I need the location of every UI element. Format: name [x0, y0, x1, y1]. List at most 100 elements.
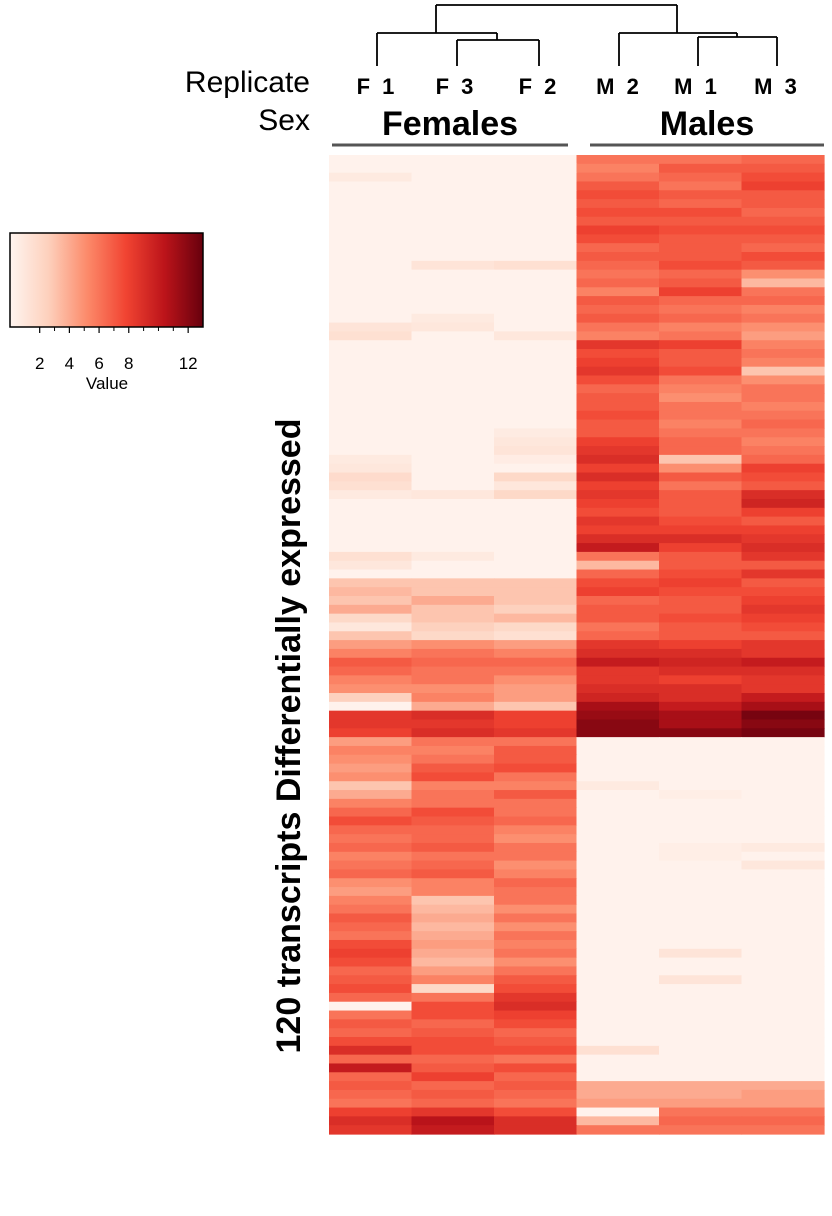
- heatmap-cell: [659, 463, 743, 474]
- heatmap-cell: [494, 481, 578, 491]
- heatmap-cell: [659, 1045, 743, 1056]
- heatmap-cell: [659, 807, 743, 818]
- heatmap-cell: [494, 498, 578, 509]
- heatmap-cell: [329, 516, 413, 527]
- heatmap-cell: [741, 260, 825, 271]
- heatmap-cell: [576, 260, 660, 271]
- heatmap-cell: [659, 631, 743, 641]
- heatmap-cell: [659, 939, 743, 950]
- heatmap-cell: [494, 640, 578, 650]
- heatmap-cell: [741, 207, 825, 218]
- heatmap-cell: [411, 1089, 495, 1100]
- heatmap-cell: [411, 190, 495, 200]
- heatmap-cell: [329, 719, 413, 729]
- heatmap-cell: [411, 252, 495, 262]
- heatmap-cell: [576, 1098, 660, 1109]
- heatmap-cell: [329, 252, 413, 262]
- color-key-ticks: 2 4 6 8 12: [35, 327, 198, 373]
- heatmap-cell: [659, 737, 743, 747]
- heatmap-cell: [741, 895, 825, 906]
- heatmap-cell: [576, 163, 660, 174]
- heatmap-cell: [329, 596, 413, 606]
- heatmap-cell: [494, 234, 578, 244]
- heatmap-cell: [659, 384, 743, 394]
- heatmap-cell: [741, 1001, 825, 1012]
- heatmap-cell: [329, 366, 413, 377]
- heatmap-cell: [659, 754, 743, 765]
- heatmap-cell: [576, 710, 660, 721]
- heatmap-cell: [494, 1010, 578, 1020]
- heatmap-cell: [741, 622, 825, 632]
- heatmap-cell: [576, 463, 660, 474]
- heatmap-cell: [329, 957, 413, 968]
- heatmap-cell: [659, 1072, 743, 1082]
- heatmap-cell: [329, 551, 413, 562]
- heatmap-cell: [576, 851, 660, 862]
- heatmap-cell: [494, 252, 578, 262]
- heatmap-cell: [329, 869, 413, 879]
- heatmap-cell: [329, 1037, 413, 1047]
- heatmap-cell: [329, 401, 413, 412]
- heatmap-cell: [494, 1037, 578, 1047]
- heatmap-cell: [411, 384, 495, 394]
- heatmap-cell: [576, 384, 660, 394]
- heatmap-cell: [329, 1098, 413, 1109]
- heatmap-cell: [329, 525, 413, 535]
- heatmap-cell: [329, 560, 413, 571]
- heatmap-cell: [494, 719, 578, 729]
- heatmap-cell: [659, 419, 743, 430]
- heatmap-cell: [659, 640, 743, 650]
- heatmap-cell: [329, 975, 413, 985]
- heatmap-cell: [329, 613, 413, 624]
- heatmap-cell: [494, 551, 578, 562]
- color-key-tick-label: 4: [65, 354, 74, 373]
- heatmap-cell: [411, 1037, 495, 1047]
- heatmap-cell: [659, 1107, 743, 1117]
- heatmap-cell: [411, 825, 495, 835]
- heatmap-cell: [741, 860, 825, 871]
- heatmap-cell: [741, 490, 825, 500]
- heatmap-cell: [494, 975, 578, 985]
- heatmap-cell: [576, 243, 660, 253]
- heatmap-cell: [494, 895, 578, 906]
- heatmap-cell: [576, 798, 660, 809]
- heatmap-cell: [329, 1081, 413, 1091]
- heatmap-cell: [329, 798, 413, 809]
- heatmap-cell: [576, 578, 660, 588]
- heatmap-cell: [494, 798, 578, 809]
- heatmap-cell: [741, 551, 825, 562]
- heatmap-cell: [741, 410, 825, 421]
- heatmap-cell: [494, 816, 578, 826]
- heatmap-cell: [411, 472, 495, 482]
- heatmap-cell: [329, 878, 413, 888]
- color-key-tick-label: 12: [179, 354, 198, 373]
- replicate-label: M 3: [754, 74, 800, 99]
- heatmap-cell: [329, 1045, 413, 1056]
- heatmap-cell: [411, 357, 495, 368]
- heatmap-cell: [329, 287, 413, 297]
- heatmap-cell: [411, 587, 495, 597]
- heatmap-cell: [741, 728, 825, 738]
- heatmap-cell: [494, 657, 578, 668]
- heatmap-cell: [576, 498, 660, 509]
- heatmap-cell: [576, 904, 660, 915]
- heatmap-cell: [411, 569, 495, 579]
- heatmap-cell: [494, 666, 578, 676]
- heatmap-cell: [494, 684, 578, 694]
- heatmap-cell: [411, 498, 495, 509]
- heatmap-cell: [329, 481, 413, 491]
- heatmap-cell: [411, 331, 495, 341]
- heatmap-cell: [411, 551, 495, 562]
- heatmap-cell: [329, 913, 413, 923]
- heatmap-cell: [494, 375, 578, 385]
- heatmap-cell: [576, 437, 660, 447]
- heatmap-cell: [411, 1072, 495, 1082]
- heatmap-cell: [659, 710, 743, 721]
- heatmap-cell: [576, 234, 660, 244]
- heatmap-cell: [741, 1037, 825, 1047]
- heatmap-cell: [576, 375, 660, 385]
- heatmap-cell: [411, 675, 495, 685]
- heatmap-cell: [659, 657, 743, 668]
- heatmap-cell: [576, 975, 660, 985]
